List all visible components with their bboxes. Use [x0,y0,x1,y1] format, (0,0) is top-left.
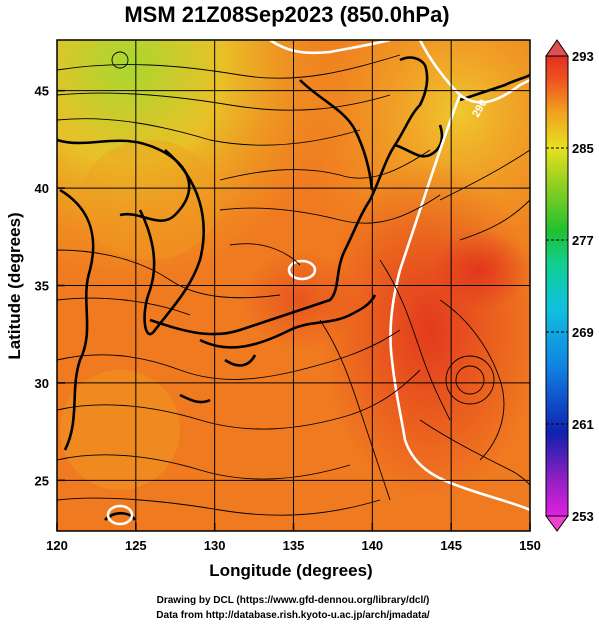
y-axis: 25 30 35 40 45 [35,84,65,488]
x-tick-label: 145 [440,538,462,553]
y-tick-label: 35 [35,279,49,294]
colorbar-top-arrow [545,39,569,57]
y-axis-label: Latitude (degrees) [5,212,24,359]
grid [57,40,530,531]
plot-area: 290 [57,40,530,531]
footer-line-2: Data from http://database.rish.kyoto-u.a… [156,610,430,621]
streamlines [57,51,530,516]
x-tick-label: 140 [361,538,383,553]
chart-title: MSM 21Z08Sep2023 (850.0hPa) [124,2,449,27]
x-tick-label: 125 [125,538,147,553]
y-tick-label: 25 [35,473,49,488]
x-tick-label: 150 [519,538,541,553]
colorbar-tick-label: 293 [572,49,594,64]
footer-line-1: Drawing by DCL (https://www.gfd-dennou.o… [157,595,430,606]
colorbar-tick-label: 253 [572,509,594,524]
y-tick-label: 40 [35,181,49,196]
x-tick-label: 135 [283,538,305,553]
colorbar-tick-label: 285 [572,141,594,156]
x-tick-label: 130 [204,538,226,553]
x-axis: 120 125 130 135 140 145 150 [46,523,541,553]
x-tick-label: 120 [46,538,68,553]
colorbar-bottom-arrow [545,515,569,532]
colorbar-gradient [545,55,569,517]
y-tick-label: 45 [35,84,49,99]
colorbar-tick-label: 261 [572,417,594,432]
y-tick-label: 30 [35,376,49,391]
x-axis-label: Longitude (degrees) [209,561,372,580]
coastlines [57,56,530,521]
colorbar-tick-label: 277 [572,233,594,248]
colorbar-tick-label: 269 [572,325,594,340]
colorbar: 253 261 269 277 285 293 [545,39,594,532]
